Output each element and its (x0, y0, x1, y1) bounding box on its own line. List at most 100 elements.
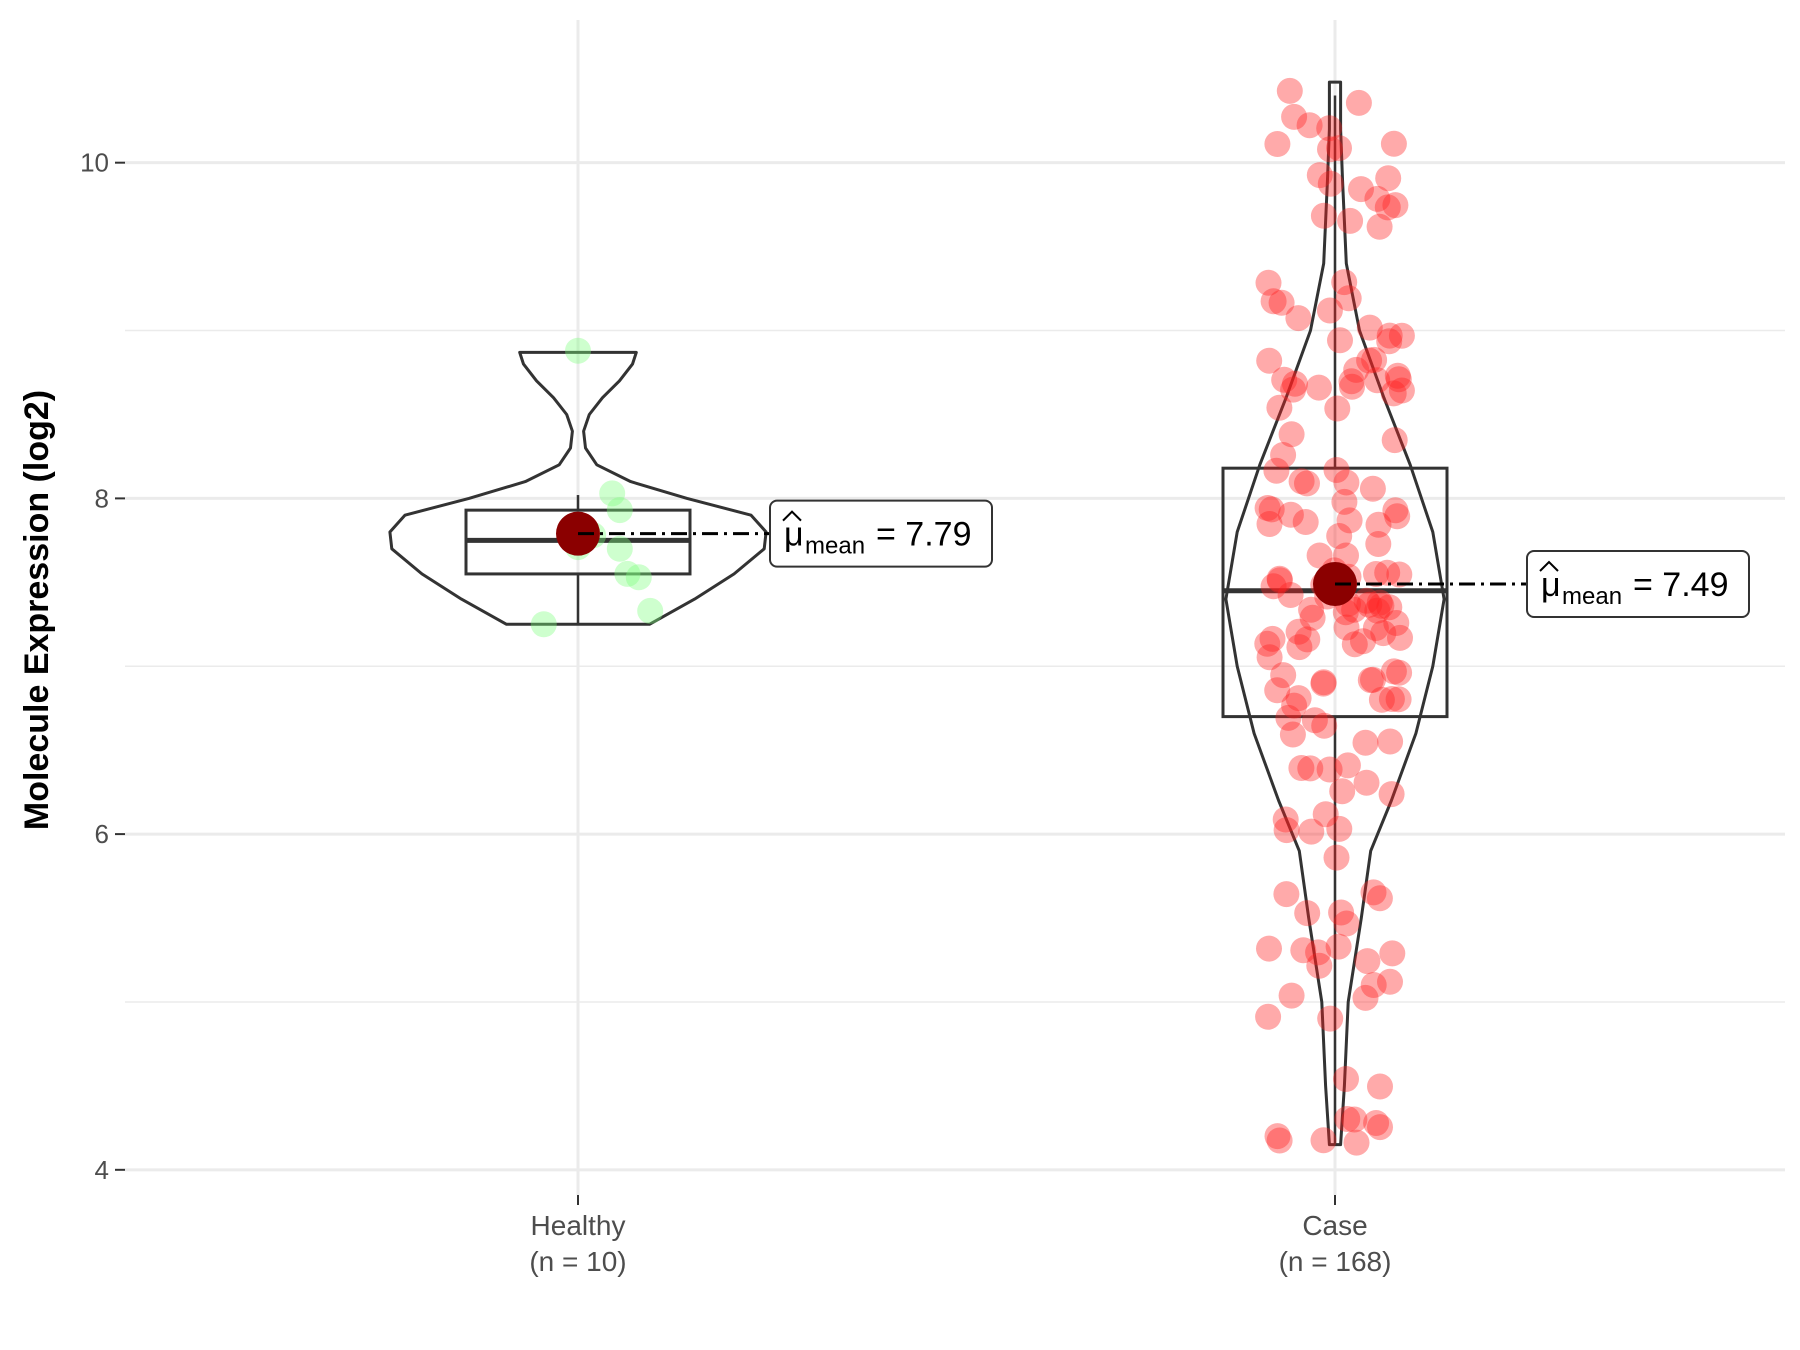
data-point (1353, 587, 1380, 614)
data-point (1285, 305, 1312, 332)
data-point (1366, 213, 1393, 240)
y-tick-label: 6 (95, 819, 109, 849)
data-point (1357, 667, 1384, 694)
data-point (1305, 939, 1332, 966)
mean-label-symbol: μ (1541, 566, 1561, 604)
mean-annotations: μ mean = 7.79μ mean = 7.49 (578, 499, 1750, 618)
data-point (1270, 662, 1297, 689)
x-category-count: (n = 168) (1279, 1246, 1392, 1277)
y-tick-label: 10 (80, 148, 109, 178)
data-point (1356, 591, 1383, 618)
data-point (1336, 507, 1363, 534)
data-point (1360, 666, 1386, 693)
data-point (1383, 610, 1410, 636)
data-point (1385, 686, 1412, 713)
violin-outline (388, 350, 768, 626)
data-point (1288, 468, 1315, 495)
mean-label-subscript: mean (805, 533, 865, 560)
x-category-label: Healthy (531, 1210, 626, 1241)
data-point (1263, 457, 1290, 484)
data-point (1296, 112, 1323, 139)
data-point (1363, 561, 1389, 587)
data-point (1333, 614, 1360, 641)
data-point (1339, 373, 1365, 400)
data-point (1333, 542, 1359, 569)
data-point (1281, 692, 1308, 719)
data-point (599, 480, 626, 507)
data-point (1368, 686, 1395, 713)
data-point (1385, 366, 1412, 393)
data-point (1332, 599, 1359, 626)
data-point (1354, 948, 1381, 975)
data-point (1282, 370, 1308, 397)
data-point (1367, 1114, 1393, 1141)
data-point (1366, 885, 1393, 912)
data-point (1331, 269, 1358, 296)
hat-icon (1539, 560, 1559, 572)
grid (125, 20, 1785, 1195)
data-point (1384, 362, 1411, 389)
data-point (1316, 115, 1343, 142)
data-point (1378, 781, 1405, 808)
mean-label-box (769, 499, 993, 568)
data-point (1317, 1005, 1344, 1032)
data-point (1271, 366, 1298, 393)
plot-area (388, 77, 1449, 1156)
data-point (1377, 728, 1404, 755)
data-point (1298, 596, 1325, 623)
data-point (1376, 328, 1403, 355)
data-point (1311, 712, 1338, 739)
data-point (1370, 620, 1397, 647)
data-point (1377, 968, 1403, 995)
data-point (1254, 495, 1281, 521)
data-point (1365, 511, 1392, 538)
data-point (1312, 801, 1339, 828)
data-point (1268, 289, 1295, 316)
data-point (1259, 625, 1286, 652)
data-point (1276, 77, 1303, 104)
data-point (1317, 136, 1343, 163)
data-point (1273, 881, 1300, 908)
data-point (1343, 356, 1370, 383)
data-point (1350, 628, 1376, 655)
data-point (1256, 644, 1283, 671)
data-point (1256, 347, 1283, 374)
data-point (1260, 573, 1287, 600)
data-point (1363, 1110, 1390, 1136)
data-point (1334, 1106, 1361, 1132)
data-point (1278, 982, 1305, 1009)
data-point (1285, 618, 1312, 645)
data-point (1343, 1129, 1370, 1156)
data-point (1384, 503, 1411, 530)
data-points (530, 337, 664, 638)
data-point (1258, 496, 1285, 523)
x-category-count: (n = 10) (529, 1246, 626, 1277)
data-point (1310, 670, 1337, 697)
data-point (1316, 756, 1343, 783)
data-point (1290, 937, 1317, 964)
data-point (1270, 442, 1297, 468)
data-point (1381, 427, 1408, 454)
data-point (1310, 202, 1337, 229)
data-point (1333, 469, 1360, 496)
data-point (1352, 729, 1379, 756)
data-point (1386, 659, 1413, 686)
group-case (1221, 77, 1449, 1156)
data-point (1316, 297, 1343, 324)
data-point (1337, 207, 1364, 234)
data-point (1323, 844, 1350, 871)
data-point (1341, 631, 1368, 658)
data-point (1278, 421, 1305, 448)
data-point (1367, 1073, 1393, 1100)
data-point (1362, 615, 1389, 641)
data-point (1301, 707, 1328, 734)
data-point (1334, 752, 1361, 779)
data-point (1310, 669, 1337, 696)
data-point (1379, 940, 1406, 967)
data-point (1266, 394, 1293, 421)
data-point (1368, 592, 1395, 619)
data-point (1366, 589, 1393, 616)
data-point (1360, 879, 1387, 906)
data-point (1277, 501, 1304, 528)
violin-outline (1224, 80, 1446, 1147)
